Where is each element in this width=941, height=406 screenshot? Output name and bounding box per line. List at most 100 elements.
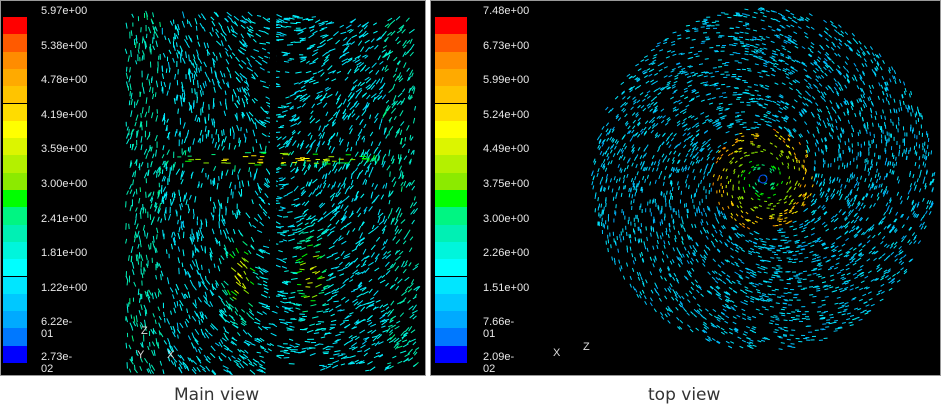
velocity-vector	[855, 316, 860, 319]
velocity-vector	[202, 26, 206, 32]
velocity-vector	[628, 157, 631, 162]
velocity-vector	[179, 299, 184, 307]
velocity-vector	[802, 102, 806, 106]
velocity-vector	[251, 199, 254, 205]
velocity-vector	[316, 101, 322, 106]
velocity-vector	[654, 256, 657, 261]
velocity-vector	[650, 98, 655, 102]
velocity-vector	[151, 216, 155, 223]
velocity-vector	[789, 209, 793, 212]
velocity-vector	[218, 341, 223, 348]
velocity-vector	[326, 279, 331, 281]
velocity-vector	[225, 51, 229, 57]
velocity-vector	[156, 171, 158, 178]
velocity-vector	[765, 10, 770, 13]
velocity-vector	[614, 139, 618, 144]
velocity-vector	[668, 286, 672, 291]
velocity-vector	[231, 237, 235, 243]
velocity-vector	[241, 86, 245, 93]
velocity-vector	[723, 330, 728, 334]
colorbar-band	[3, 34, 27, 52]
velocity-vector	[886, 81, 889, 86]
velocity-vector	[210, 345, 216, 352]
velocity-vector	[774, 288, 779, 291]
velocity-vector	[767, 95, 772, 98]
velocity-vector	[347, 57, 353, 61]
velocity-vector	[220, 32, 224, 37]
velocity-vector	[262, 59, 268, 64]
velocity-vector	[884, 189, 887, 194]
velocity-vector	[192, 366, 197, 372]
velocity-vector	[261, 47, 267, 51]
velocity-vector	[801, 46, 806, 50]
velocity-vector	[254, 190, 259, 196]
velocity-vector	[149, 191, 152, 197]
velocity-vector	[693, 72, 698, 75]
velocity-vector	[739, 205, 743, 209]
colorbar-band	[3, 155, 27, 173]
velocity-vector	[385, 254, 392, 260]
velocity-vector	[260, 302, 267, 306]
velocity-vector	[823, 91, 827, 96]
velocity-vector	[813, 267, 818, 270]
velocity-vector	[761, 37, 766, 41]
velocity-vector	[750, 295, 755, 299]
velocity-vector	[343, 37, 348, 41]
velocity-vector	[763, 280, 768, 283]
velocity-vector	[328, 308, 334, 313]
velocity-vector	[673, 225, 676, 230]
velocity-vector	[795, 180, 798, 184]
velocity-vector	[749, 271, 754, 275]
velocity-vector	[279, 206, 286, 209]
velocity-vector	[321, 228, 328, 234]
velocity-vector	[236, 124, 240, 132]
velocity-vector	[253, 173, 256, 181]
velocity-vector	[198, 14, 202, 19]
velocity-vector	[614, 145, 617, 150]
velocity-vector	[677, 37, 682, 40]
velocity-vector	[258, 187, 262, 194]
velocity-vector	[900, 250, 904, 255]
velocity-vector	[693, 308, 698, 313]
velocity-vector	[372, 79, 377, 85]
velocity-vector	[636, 271, 640, 276]
velocity-vector	[885, 274, 889, 279]
velocity-vector	[221, 282, 226, 289]
velocity-vector	[250, 117, 255, 125]
velocity-vector	[329, 216, 335, 221]
velocity-vector	[785, 144, 789, 148]
velocity-vector	[215, 280, 220, 286]
velocity-vector	[403, 332, 408, 336]
velocity-vector	[723, 213, 727, 218]
velocity-vector	[640, 186, 643, 191]
velocity-vector	[664, 122, 669, 126]
velocity-vector	[319, 134, 323, 140]
velocity-vector	[899, 102, 902, 107]
velocity-vector	[407, 76, 410, 82]
velocity-vector	[391, 158, 395, 165]
velocity-vector	[342, 110, 346, 114]
velocity-vector	[617, 163, 620, 169]
velocity-vector	[410, 136, 414, 141]
velocity-vector	[726, 259, 731, 263]
velocity-vector	[867, 183, 871, 188]
velocity-vector	[340, 225, 346, 231]
velocity-vector	[223, 73, 226, 78]
velocity-vector	[128, 368, 132, 373]
velocity-vector	[884, 81, 887, 86]
velocity-vector	[364, 39, 370, 44]
velocity-vector	[858, 298, 863, 302]
velocity-vector	[667, 305, 671, 310]
velocity-vector	[744, 154, 748, 157]
velocity-vector	[279, 187, 284, 190]
velocity-vector	[314, 328, 322, 332]
velocity-vector	[151, 112, 154, 119]
velocity-vector	[154, 205, 158, 212]
velocity-vector	[409, 338, 416, 343]
velocity-vector	[854, 77, 858, 82]
velocity-vector	[760, 19, 765, 22]
velocity-vector	[761, 306, 766, 309]
velocity-vector	[248, 302, 254, 307]
velocity-vector	[775, 157, 779, 161]
velocity-vector	[833, 266, 839, 270]
